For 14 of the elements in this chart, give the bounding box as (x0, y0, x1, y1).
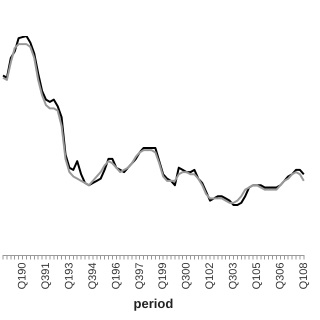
x-tick-label: Q193 (63, 262, 76, 290)
x-tick-label: Q108 (298, 262, 310, 290)
x-tick-label: Q391 (40, 262, 52, 290)
x-tick-label: Q306 (274, 262, 286, 290)
x-tick-label: Q394 (86, 262, 99, 290)
x-tick-label: Q105 (250, 262, 263, 290)
x-tick-label: Q397 (134, 262, 146, 290)
x-axis-title: period (134, 296, 174, 311)
x-tick-label: Q303 (228, 262, 240, 290)
x-tick-label: Q196 (110, 262, 122, 290)
x-tick-label: Q199 (157, 262, 170, 290)
x-tick-label: Q300 (180, 262, 193, 290)
x-tick-label: Q190 (16, 262, 29, 290)
x-tick-label: Q102 (204, 262, 216, 290)
